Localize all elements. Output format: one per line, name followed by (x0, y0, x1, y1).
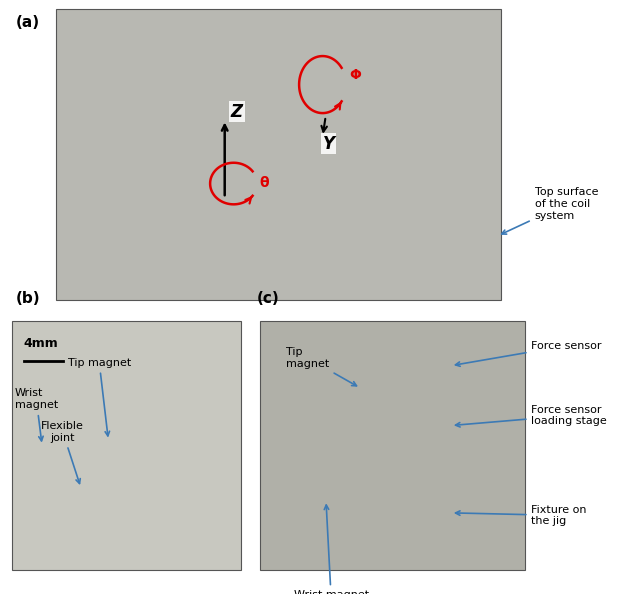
Bar (56, 9, 501, 300)
Text: (a): (a) (15, 15, 40, 30)
Text: Force sensor: Force sensor (455, 341, 602, 366)
Text: Flexible
joint: Flexible joint (41, 421, 84, 484)
Text: θ: θ (260, 175, 269, 189)
Text: Top surface
of the coil
system: Top surface of the coil system (502, 187, 598, 234)
Bar (12, 321, 241, 570)
Text: Z: Z (231, 103, 243, 121)
Text: Force sensor
loading stage: Force sensor loading stage (455, 405, 607, 427)
Text: 4mm: 4mm (23, 337, 59, 350)
Text: (b): (b) (15, 291, 40, 306)
Text: Wrist
magnet: Wrist magnet (15, 388, 58, 441)
Text: Y: Y (323, 135, 334, 153)
Text: Φ: Φ (349, 68, 361, 81)
Text: Tip magnet: Tip magnet (67, 358, 131, 436)
Text: Tip
magnet: Tip magnet (286, 347, 357, 386)
Text: Wrist magnet
(Fixed to the jig): Wrist magnet (Fixed to the jig) (286, 505, 377, 594)
Text: Fixture on
the jig: Fixture on the jig (455, 504, 587, 526)
Text: (c): (c) (256, 291, 279, 306)
Bar (260, 321, 525, 570)
